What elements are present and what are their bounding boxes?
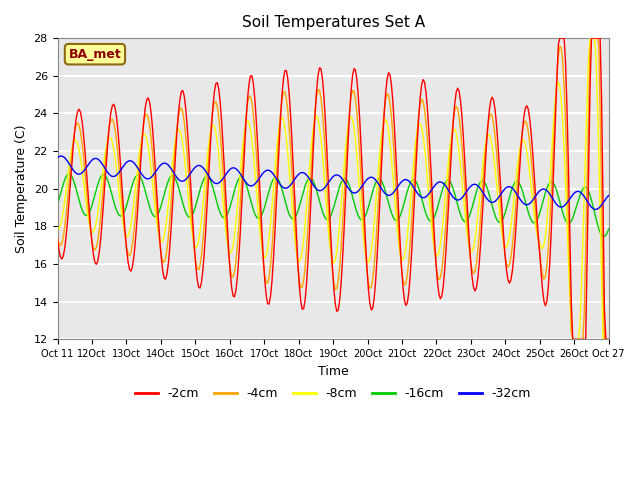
Text: BA_met: BA_met [68, 48, 122, 60]
Title: Soil Temperatures Set A: Soil Temperatures Set A [241, 15, 425, 30]
Y-axis label: Soil Temperature (C): Soil Temperature (C) [15, 124, 28, 253]
Legend: -2cm, -4cm, -8cm, -16cm, -32cm: -2cm, -4cm, -8cm, -16cm, -32cm [130, 383, 536, 406]
X-axis label: Time: Time [318, 365, 349, 378]
